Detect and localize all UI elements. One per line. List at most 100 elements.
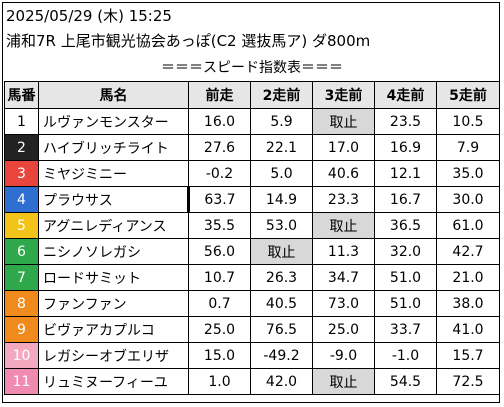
column-header-number: 馬番	[4, 81, 39, 109]
horse-number-cell: 7	[4, 264, 39, 291]
speed-index-cell: 53.0	[250, 212, 313, 239]
speed-index-cell: 38.0	[436, 290, 500, 317]
speed-index-cell: 1.0	[188, 368, 251, 395]
column-header-3-races-ago: 3走前	[312, 81, 375, 109]
speed-index-cell: 22.1	[250, 134, 313, 161]
horse-number-cell: 10	[4, 342, 39, 369]
horse-name-cell: ファンファン	[38, 290, 189, 317]
table-row: 2 ハイブリッチライト 27.6 22.1 17.0 16.9 7.9	[4, 134, 500, 161]
speed-index-table: 馬番 馬名 前走 2走前 3走前 4走前 5走前 1 ルヴァンモンスター 16.0 5…	[4, 81, 500, 395]
speed-index-cell: 16.7	[374, 186, 437, 213]
speed-index-cell: 51.0	[374, 264, 437, 291]
table-row: 10 レガシーオブエリザ 15.0 -49.2 -9.0 -1.0 15.7	[4, 342, 500, 369]
speed-index-cell: 11.3	[312, 238, 375, 265]
speed-index-cell: 63.7	[188, 186, 251, 213]
horse-number-cell: 4	[4, 186, 39, 213]
card-frame	[2, 2, 500, 403]
table-row: 3 ミヤジミニー -0.2 5.0 40.6 12.1 35.0	[4, 160, 500, 187]
speed-index-cell: 54.5	[374, 368, 437, 395]
speed-index-cell: 33.7	[374, 316, 437, 343]
column-header-4-races-ago: 4走前	[374, 81, 437, 109]
table-row: 11 リュミヌーフィーユ 1.0 42.0 取止 54.5 72.5	[4, 368, 500, 395]
speed-index-cell: 56.0	[188, 238, 251, 265]
speed-index-cell: 12.1	[374, 160, 437, 187]
speed-index-cell: 30.0	[436, 186, 500, 213]
column-header-2-races-ago: 2走前	[250, 81, 313, 109]
horse-number-cell: 2	[4, 134, 39, 161]
speed-index-cell: 7.9	[436, 134, 500, 161]
speed-index-cell: 15.0	[188, 342, 251, 369]
horse-name-cell: ルヴァンモンスター	[38, 108, 189, 135]
speed-index-cell: 23.5	[374, 108, 437, 135]
speed-index-cell: 61.0	[436, 212, 500, 239]
speed-index-cell: 40.6	[312, 160, 375, 187]
horse-number-cell: 9	[4, 316, 39, 343]
speed-index-cell: -49.2	[250, 342, 313, 369]
speed-index-cell: 25.0	[188, 316, 251, 343]
table-row: 1 ルヴァンモンスター 16.0 5.9 取止 23.5 10.5	[4, 108, 500, 135]
speed-index-cell: 取止	[250, 238, 313, 265]
speed-index-cell: 27.6	[188, 134, 251, 161]
speed-index-cell: 取止	[312, 212, 375, 239]
speed-index-cell: 40.5	[250, 290, 313, 317]
speed-index-cell: 23.3	[312, 186, 375, 213]
table-row: 4 プラウサス 63.7 14.9 23.3 16.7 30.0	[4, 186, 500, 213]
speed-index-cell: 16.9	[374, 134, 437, 161]
speed-index-cell: -9.0	[312, 342, 375, 369]
speed-index-cell: 34.7	[312, 264, 375, 291]
race-datetime: 2025/05/29 (木) 15:25	[6, 7, 172, 25]
speed-index-cell: 14.9	[250, 186, 313, 213]
speed-index-cell: 10.7	[188, 264, 251, 291]
speed-index-cell: 76.5	[250, 316, 313, 343]
speed-index-cell: 21.0	[436, 264, 500, 291]
speed-index-cell: 17.0	[312, 134, 375, 161]
table-row: 8 ファンファン 0.7 40.5 73.0 51.0 38.0	[4, 290, 500, 317]
speed-index-cell: 73.0	[312, 290, 375, 317]
horse-number-cell: 1	[4, 108, 39, 135]
speed-index-cell: 15.7	[436, 342, 500, 369]
table-row: 7 ロードサミット 10.7 26.3 34.7 51.0 21.0	[4, 264, 500, 291]
horse-name-cell: リュミヌーフィーユ	[38, 368, 189, 395]
speed-index-cell: 35.0	[436, 160, 500, 187]
horse-name-cell: ロードサミット	[38, 264, 189, 291]
horse-number-cell: 8	[4, 290, 39, 317]
horse-name-cell: ビヴァアカプルコ	[38, 316, 189, 343]
table-row: 9 ビヴァアカプルコ 25.0 76.5 25.0 33.7 41.0	[4, 316, 500, 343]
race-title: 浦和7R 上尾市観光協会あっぽ(C2 選抜馬ア) ダ800m	[6, 32, 371, 50]
horse-number-cell: 6	[4, 238, 39, 265]
speed-index-cell: -0.2	[188, 160, 251, 187]
horse-name-cell: ミヤジミニー	[38, 160, 189, 187]
speed-index-cell: -1.0	[374, 342, 437, 369]
horse-number-cell: 3	[4, 160, 39, 187]
column-header-last-race: 前走	[188, 81, 251, 109]
speed-index-banner: ＝＝＝スピード指数表＝＝＝	[161, 60, 343, 76]
speed-index-cell: 41.0	[436, 316, 500, 343]
speed-index-cell: 42.7	[436, 238, 500, 265]
horse-name-cell: レガシーオブエリザ	[38, 342, 189, 369]
speed-index-cell: 42.0	[250, 368, 313, 395]
table-row: 6 ニシノソレガシ 56.0 取止 11.3 32.0 42.7	[4, 238, 500, 265]
speed-index-cell: 取止	[312, 368, 375, 395]
column-header-horse-name: 馬名	[38, 81, 189, 109]
speed-index-cell: 25.0	[312, 316, 375, 343]
column-header-5-races-ago: 5走前	[436, 81, 500, 109]
speed-index-cell: 51.0	[374, 290, 437, 317]
speed-index-cell: 取止	[312, 108, 375, 135]
speed-index-cell: 5.0	[250, 160, 313, 187]
speed-index-cell: 32.0	[374, 238, 437, 265]
speed-index-cell: 16.0	[188, 108, 251, 135]
table-header-row: 馬番 馬名 前走 2走前 3走前 4走前 5走前	[4, 81, 500, 109]
speed-index-cell: 10.5	[436, 108, 500, 135]
horse-name-cell: ニシノソレガシ	[38, 238, 189, 265]
speed-index-cell: 36.5	[374, 212, 437, 239]
speed-index-cell: 5.9	[250, 108, 313, 135]
speed-index-cell: 26.3	[250, 264, 313, 291]
horse-name-cell: プラウサス	[38, 186, 190, 213]
speed-index-cell: 72.5	[436, 368, 500, 395]
speed-index-cell: 0.7	[188, 290, 251, 317]
horse-number-cell: 5	[4, 212, 39, 239]
horse-number-cell: 11	[4, 368, 39, 395]
speed-index-cell: 35.5	[188, 212, 251, 239]
horse-name-cell: アグニレディアンス	[38, 212, 189, 239]
horse-name-cell: ハイブリッチライト	[38, 134, 189, 161]
